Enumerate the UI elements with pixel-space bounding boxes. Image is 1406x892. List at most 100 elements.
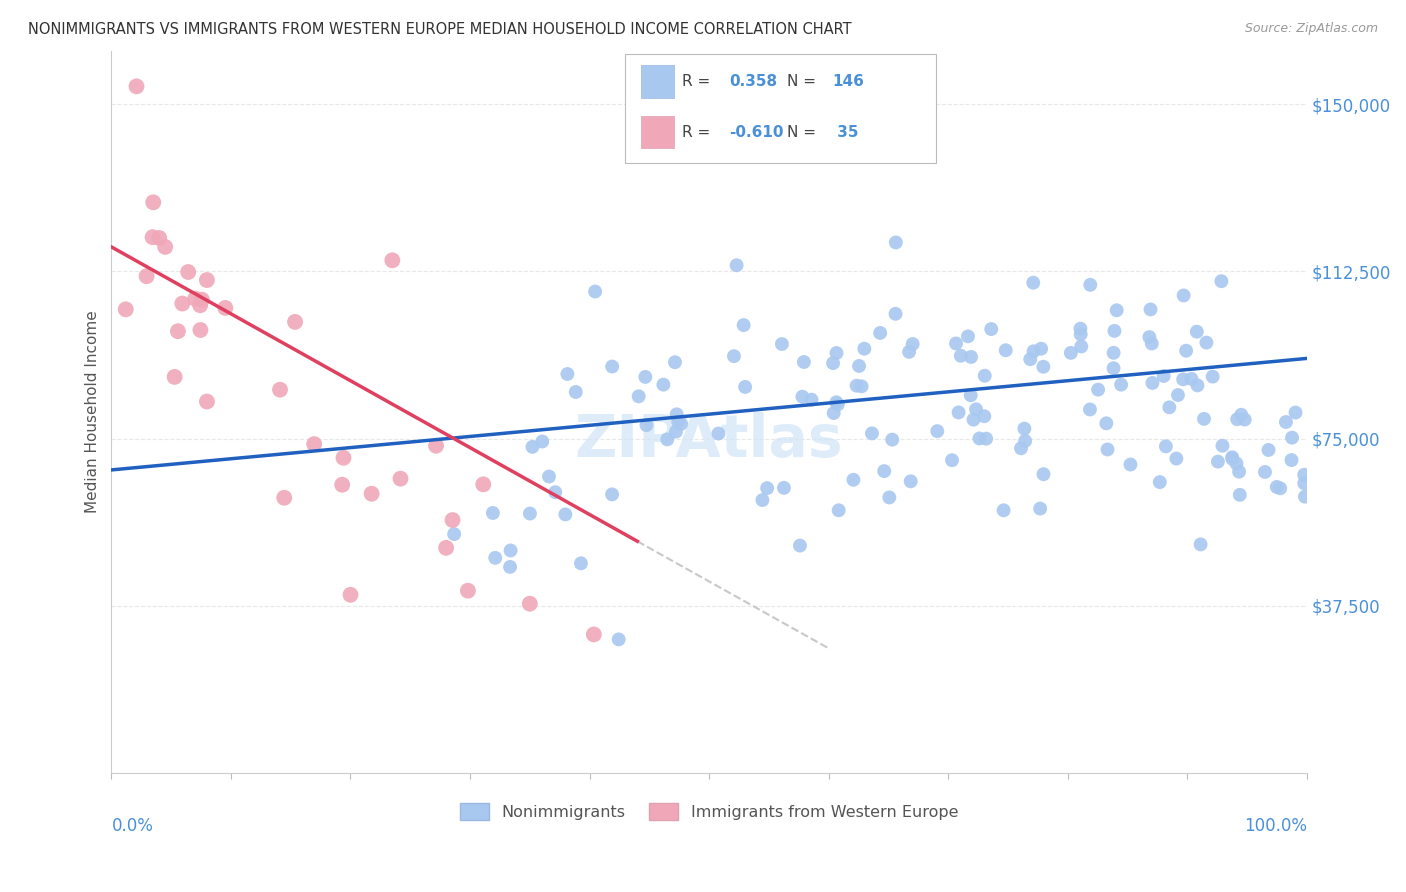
Point <box>1142 376 1164 390</box>
Point <box>845 378 868 392</box>
Point <box>1275 415 1298 429</box>
Point <box>1095 417 1118 431</box>
Point <box>167 324 190 338</box>
Point <box>284 315 307 329</box>
Point <box>537 469 560 483</box>
Point <box>482 506 505 520</box>
Point <box>360 486 382 500</box>
Point <box>723 349 745 363</box>
Point <box>114 302 136 317</box>
Point <box>1087 383 1109 397</box>
Point <box>544 485 567 500</box>
Text: ZIPAtlas: ZIPAtlas <box>575 412 844 469</box>
Point <box>734 380 756 394</box>
Point <box>1211 274 1233 288</box>
Point <box>142 195 165 210</box>
Point <box>827 397 849 411</box>
Point <box>669 417 692 431</box>
Point <box>472 477 495 491</box>
Point <box>969 432 991 446</box>
Point <box>1294 467 1316 482</box>
Point <box>557 367 579 381</box>
Point <box>184 292 207 306</box>
Y-axis label: Median Household Income: Median Household Income <box>86 310 100 513</box>
Point <box>1109 377 1132 392</box>
Point <box>188 298 211 312</box>
Text: NONIMMIGRANTS VS IMMIGRANTS FROM WESTERN EUROPE MEDIAN HOUSEHOLD INCOME CORRELAT: NONIMMIGRANTS VS IMMIGRANTS FROM WESTERN… <box>28 22 852 37</box>
Point <box>842 473 865 487</box>
Point <box>1078 277 1101 292</box>
Point <box>1060 346 1083 360</box>
Point <box>1230 408 1253 422</box>
Point <box>828 503 851 517</box>
Point <box>330 477 353 491</box>
Point <box>1166 451 1188 466</box>
Point <box>756 481 779 495</box>
Point <box>554 508 576 522</box>
Point <box>993 503 1015 517</box>
Point <box>519 507 541 521</box>
Point <box>851 379 873 393</box>
Point <box>191 293 214 307</box>
Point <box>339 588 361 602</box>
Point <box>789 539 811 553</box>
Point <box>773 481 796 495</box>
Point <box>1226 412 1249 426</box>
Point <box>793 355 815 369</box>
Point <box>751 493 773 508</box>
Point <box>1014 434 1036 448</box>
Point <box>1173 372 1195 386</box>
Point <box>707 426 730 441</box>
Point <box>821 356 844 370</box>
Point <box>1257 442 1279 457</box>
Point <box>434 541 457 555</box>
Point <box>1180 372 1202 386</box>
Point <box>900 475 922 489</box>
Point <box>825 395 848 409</box>
Point <box>884 235 907 250</box>
Point <box>441 513 464 527</box>
Point <box>627 389 650 403</box>
Point <box>1281 431 1303 445</box>
Point <box>1222 451 1244 466</box>
Point <box>1014 422 1036 436</box>
Text: 146: 146 <box>832 74 865 89</box>
Point <box>901 337 924 351</box>
Point <box>172 296 194 310</box>
Point <box>869 326 891 340</box>
Point <box>522 440 544 454</box>
FancyBboxPatch shape <box>641 65 675 97</box>
Point <box>607 632 630 647</box>
Point <box>1265 480 1288 494</box>
Point <box>860 426 883 441</box>
Point <box>163 370 186 384</box>
Text: R =: R = <box>682 125 714 140</box>
Point <box>973 409 995 424</box>
Point <box>600 487 623 501</box>
Point <box>1104 324 1126 338</box>
Text: N =: N = <box>787 74 821 89</box>
Point <box>1070 327 1092 342</box>
Point <box>1032 467 1054 482</box>
Point <box>1102 346 1125 360</box>
FancyBboxPatch shape <box>641 116 675 148</box>
Point <box>519 597 541 611</box>
Text: 0.358: 0.358 <box>730 74 778 89</box>
Point <box>499 543 522 558</box>
Point <box>884 307 907 321</box>
Point <box>1159 401 1181 415</box>
Point <box>1140 336 1163 351</box>
Point <box>1175 343 1198 358</box>
Point <box>1187 378 1209 392</box>
Point <box>332 450 354 465</box>
Point <box>733 318 755 332</box>
Point <box>1029 501 1052 516</box>
Point <box>135 269 157 284</box>
Point <box>1284 405 1306 419</box>
Point <box>770 337 793 351</box>
Point <box>1032 359 1054 374</box>
Point <box>956 329 979 343</box>
Point <box>948 405 970 419</box>
Point <box>443 527 465 541</box>
Point <box>1281 453 1303 467</box>
